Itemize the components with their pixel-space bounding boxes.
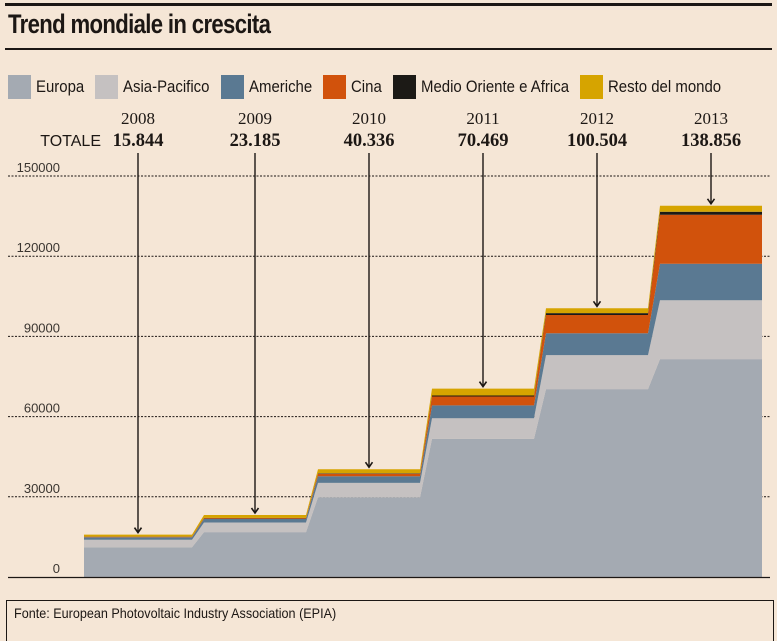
legend-label: Resto del mondo [607,77,721,96]
area-asia-pacifico [84,300,762,548]
y-tick-label: 0 [53,561,60,576]
chart-title: Trend mondiale in crescita [8,9,271,39]
year-label: 2010 [352,109,386,128]
arrowhead-icon [478,381,488,389]
area-cina [84,214,762,538]
total-value: 138.856 [681,131,741,151]
y-tick-label: 90000 [24,320,60,335]
arrowhead-icon [592,300,602,308]
y-tick-label: 30000 [24,481,60,496]
total-value: 100.504 [567,131,627,151]
legend-swatch [392,75,416,99]
legend-label: Medio Oriente e Africa [420,77,569,96]
y-tick-label: 60000 [24,401,60,416]
legend-label: Europa [36,77,85,96]
arrowhead-icon [250,507,260,515]
year-label: 2011 [466,109,499,128]
legend-item: Resto del mondo [579,75,721,99]
total-value: 15.844 [113,131,164,151]
title-rule [5,48,772,50]
total-value: 70.469 [458,131,509,151]
legend-swatch [220,75,244,99]
chart-area: 0 30000 60000 90000 120000 150000 TOTALE 2008 15… [8,109,770,579]
year-label: 2012 [580,109,614,128]
legend-swatch [8,75,31,99]
legend-swatch [95,75,119,99]
arrowhead-icon [706,198,716,206]
year-label: 2009 [238,109,272,128]
source-box: Fonte: European Photovoltaic Industry As… [6,600,774,641]
area-americhe [84,263,762,540]
legend: Europa Asia-Pacifico Americhe Cina Medio Ori… [8,74,732,100]
legend-item: Cina [322,75,382,99]
totale-label: TOTALE [40,133,101,150]
y-tick-label: 150000 [17,160,60,175]
total-value: 23.185 [230,131,281,151]
arrowhead-icon [364,461,374,469]
area-europa [84,359,762,577]
legend-item: Europa [8,75,84,99]
legend-item: Medio Oriente e Africa [392,75,569,99]
y-tick-label: 120000 [17,240,60,255]
source-note: Fonte: European Photovoltaic Industry As… [14,605,337,621]
total-value: 40.336 [344,131,395,151]
legend-label: Americhe [248,77,312,96]
year-label: 2008 [121,109,155,128]
top-rule [5,3,772,6]
arrowhead-icon [133,527,143,535]
year-label: 2013 [694,109,728,128]
legend-item: Americhe [220,75,312,99]
legend-swatch [579,75,603,99]
legend-item: Asia-Pacifico [95,75,210,99]
legend-swatch [322,75,346,99]
legend-label: Cina [350,77,382,96]
legend-label: Asia-Pacifico [123,77,210,96]
